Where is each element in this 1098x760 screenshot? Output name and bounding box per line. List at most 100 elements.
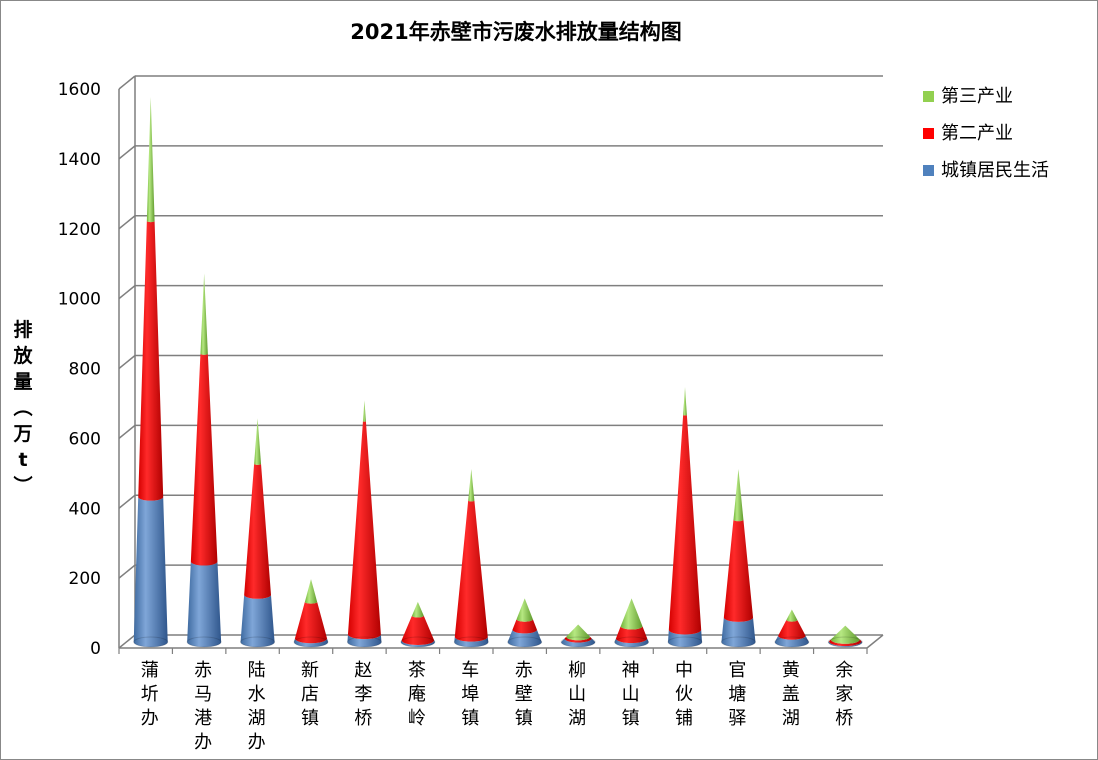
cone-segment-城镇居民生活 (400, 640, 435, 647)
cone-5 (346, 400, 382, 648)
cone-segment-第二产业 (829, 639, 862, 647)
cone-segment-第三产业 (733, 469, 744, 522)
cone-base (240, 636, 276, 648)
cone-segment-第二产业 (512, 619, 537, 634)
x-tick-label: 神山镇 (622, 660, 640, 729)
y-tick-label: 1200 (58, 220, 101, 240)
cone-segment-第二产业 (244, 463, 271, 599)
x-tick-label: 官塘驿 (728, 660, 746, 729)
cone-segment-城镇居民生活 (240, 594, 275, 647)
legend-label: 第三产业 (941, 86, 1013, 107)
cone-segment-第三产业 (200, 273, 208, 355)
cone-2 (186, 273, 222, 648)
cone-segment-第三产业 (786, 609, 798, 622)
y-tick-label: 1600 (58, 80, 101, 100)
cone-base (774, 636, 810, 648)
cone-segment-第三产业 (468, 469, 475, 502)
cone-segment-第三产业 (411, 601, 424, 618)
y-tick-label: 0 (90, 639, 101, 659)
grid-depth-line (118, 354, 136, 370)
cone-11 (667, 386, 703, 648)
legend-swatch (923, 91, 934, 102)
x-tick-label: 蒲圻办 (141, 660, 159, 729)
cones (133, 96, 863, 648)
y-tick-label: 200 (69, 569, 101, 589)
grid-depth-line (118, 215, 136, 230)
cone-segment-城镇居民生活 (507, 629, 542, 647)
cone-segment-城镇居民生活 (721, 617, 756, 647)
cone-segment-第三产业 (254, 418, 262, 465)
cone-8 (507, 598, 543, 648)
cone-segment-城镇居民生活 (828, 641, 863, 647)
cone-segment-第三产业 (620, 598, 643, 630)
cone-base (133, 636, 169, 648)
cone-base (507, 636, 543, 648)
x-tick-label: 茶庵岭 (408, 660, 426, 729)
x-tick-label: 赵李桥 (354, 660, 372, 729)
cone-base (400, 636, 436, 648)
grid-depth-line (118, 75, 136, 90)
cone-3 (240, 418, 276, 648)
cone-segment-第三产业 (516, 598, 533, 622)
cone-segment-城镇居民生活 (187, 561, 222, 647)
y-axis-label-char: t (18, 449, 27, 471)
y-tick-label: 600 (69, 429, 101, 449)
cone-base (560, 636, 596, 648)
cone-segment-第二产业 (347, 421, 381, 640)
cone-segment-第二产业 (668, 414, 702, 635)
y-axis-label-char: 万 (12, 423, 32, 445)
y-tick-label: 1000 (58, 290, 101, 310)
x-tick-label: 陆水湖办 (248, 660, 266, 753)
x-tick-label: 新店镇 (301, 660, 319, 729)
cone-segment-第二产业 (401, 615, 435, 646)
cone-segment-第二产业 (138, 221, 164, 501)
chart-title: 2021年赤壁市污废水排放量结构图 (350, 20, 681, 44)
cone-6 (400, 601, 436, 648)
cone-segment-城镇居民生活 (454, 636, 489, 647)
cone-1 (133, 96, 169, 648)
y-tick-label: 400 (69, 499, 101, 519)
grid-depth-line (118, 145, 136, 160)
cone-base (720, 636, 756, 648)
cone-segment-城镇居民生活 (347, 634, 382, 647)
y-axis-label: 排放量 （ 万t ） (11, 318, 34, 495)
y-axis-label-char: （ (11, 397, 34, 416)
gridlines (118, 75, 883, 649)
cone-base (614, 636, 650, 648)
y-axis-label-char: 放 (12, 344, 33, 367)
cone-segment-第三产业 (566, 624, 591, 641)
cone-base (827, 636, 863, 648)
cone-base (453, 636, 489, 648)
cone-segment-城镇居民生活 (294, 638, 328, 647)
y-axis-label-char: 量 (13, 371, 32, 393)
cone-segment-第三产业 (362, 400, 366, 422)
x-tick-label: 赤马港办 (194, 660, 212, 753)
cone-segment-第二产业 (564, 636, 592, 643)
cone-segment-第三产业 (146, 96, 155, 223)
cone-segment-第二产业 (454, 500, 488, 642)
legend-label: 第二产业 (941, 123, 1013, 144)
cone-segment-第三产业 (683, 386, 687, 416)
grid-depth-line (118, 634, 136, 649)
cone-base (186, 636, 222, 648)
cone-segment-第三产业 (830, 625, 860, 644)
cone-segment-第二产业 (615, 626, 648, 644)
cone-13 (774, 609, 810, 648)
y-axis-label-char: 排 (13, 318, 32, 341)
y-tick-labels: 0 200 400 600 800 1000 1200 1400 1600 (58, 80, 101, 659)
cone-segment-城镇居民生活 (774, 635, 809, 647)
cone-segment-城镇居民生活 (561, 638, 596, 647)
cone-base (667, 636, 703, 648)
cone-base (346, 636, 382, 648)
cone-segment-第三产业 (304, 579, 318, 604)
x-tick-label: 车埠镇 (461, 660, 479, 729)
cone-segment-第二产业 (778, 619, 806, 640)
cone-4 (293, 579, 329, 648)
y-tick-label: 800 (69, 360, 101, 380)
cone-9 (560, 624, 596, 648)
y-tick-label: 1400 (58, 150, 101, 170)
cone-segment-第二产业 (294, 601, 328, 644)
cone-segment-第二产业 (190, 353, 218, 566)
